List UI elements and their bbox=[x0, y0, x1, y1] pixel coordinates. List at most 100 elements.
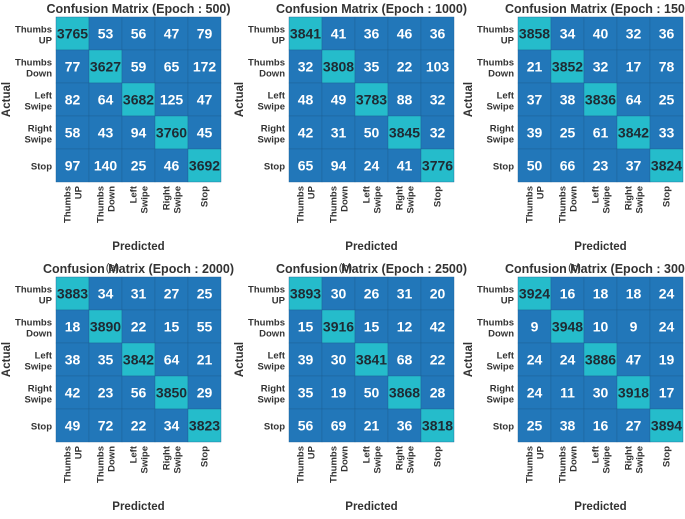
x-tick-label: RightSwipe bbox=[395, 445, 417, 473]
cell-value-label: 58 bbox=[65, 125, 81, 141]
cell-value-label: 50 bbox=[527, 158, 543, 174]
matrix-cell bbox=[616, 408, 651, 443]
cell-value-label: 3886 bbox=[585, 352, 616, 368]
cell-value-label: 3808 bbox=[323, 59, 354, 75]
matrix-cell-diagonal bbox=[321, 49, 356, 84]
cell-value-label: 55 bbox=[197, 319, 213, 335]
cell-value-label: 125 bbox=[160, 92, 184, 108]
cell-value-label: 3765 bbox=[57, 26, 88, 42]
cell-value-label: 64 bbox=[164, 352, 180, 368]
matrix-cell bbox=[420, 115, 455, 150]
matrix-cell-diagonal bbox=[649, 148, 684, 183]
cell-value-label: 17 bbox=[626, 59, 642, 75]
cell-value-label: 61 bbox=[593, 125, 609, 141]
cell-value-label: 78 bbox=[659, 59, 675, 75]
cell-value-label: 42 bbox=[298, 125, 314, 141]
matrix-cell bbox=[420, 309, 455, 344]
cell-value-label: 10 bbox=[593, 319, 609, 335]
cell-value-label: 19 bbox=[331, 385, 347, 401]
cell-value-label: 3842 bbox=[618, 125, 649, 141]
matrix-cell bbox=[616, 148, 651, 183]
cell-value-label: 38 bbox=[65, 352, 81, 368]
x-tick-label: ThumbsUP bbox=[525, 445, 547, 483]
cell-value-label: 50 bbox=[364, 385, 380, 401]
cell-value-label: 24 bbox=[659, 286, 675, 302]
matrix-cell-diagonal bbox=[420, 408, 455, 443]
y-tick-label: Thumbs Down bbox=[248, 58, 285, 80]
matrix-cell bbox=[121, 148, 156, 183]
matrix-cell bbox=[517, 375, 552, 410]
matrix-cell bbox=[88, 375, 123, 410]
cell-value-label: 56 bbox=[131, 26, 147, 42]
y-tick-label: Thumbs Down bbox=[248, 318, 285, 340]
matrix-cell bbox=[354, 16, 389, 51]
y-tick-label: Thumbs UP bbox=[15, 285, 53, 307]
y-tick-label: Stop bbox=[493, 162, 514, 173]
cell-value-label: 41 bbox=[397, 158, 413, 174]
confusion-matrix-panel: Confusion Matrix (Epoch : 2000) 3883 34 31 2… bbox=[1, 262, 234, 513]
matrix-cell bbox=[187, 16, 222, 51]
matrix-cell-diagonal bbox=[387, 115, 422, 150]
cell-value-label: 94 bbox=[131, 125, 147, 141]
matrix-cell bbox=[649, 342, 684, 377]
y-tick-label: Right Swipe bbox=[258, 124, 286, 146]
y-tick-label: Left Swipe bbox=[258, 351, 286, 373]
cell-value-label: 65 bbox=[164, 59, 180, 75]
cell-value-label: 32 bbox=[298, 59, 314, 75]
cell-value-label: 64 bbox=[98, 92, 114, 108]
matrix-cell bbox=[154, 276, 189, 311]
y-tick-label: Thumbs UP bbox=[477, 25, 515, 47]
cell-value-label: 3845 bbox=[389, 125, 420, 141]
cell-value-label: 39 bbox=[298, 352, 314, 368]
x-tick-label: ThumbsDown bbox=[96, 186, 118, 223]
cell-value-label: 3883 bbox=[57, 286, 88, 302]
x-tick-label: LeftSwipe bbox=[591, 445, 613, 473]
cell-value-label: 48 bbox=[298, 92, 314, 108]
confusion-matrix-panel: Confusion Matrix (Epoch : 3000) 3924 16 18 1… bbox=[463, 262, 685, 513]
matrix-cell bbox=[583, 115, 618, 150]
cell-value-label: 46 bbox=[397, 26, 413, 42]
matrix-cell bbox=[288, 375, 323, 410]
cell-value-label: 56 bbox=[131, 385, 147, 401]
cell-value-label: 9 bbox=[630, 319, 638, 335]
matrix-cell bbox=[321, 276, 356, 311]
cell-value-label: 15 bbox=[364, 319, 380, 335]
cell-value-label: 11 bbox=[560, 385, 575, 401]
cell-value-label: 32 bbox=[593, 59, 609, 75]
matrix-cell bbox=[321, 115, 356, 150]
y-tick-label: Right Swipe bbox=[25, 124, 53, 146]
cell-value-label: 66 bbox=[560, 158, 576, 174]
cell-value-label: 37 bbox=[626, 158, 642, 174]
matrix-cell-diagonal bbox=[583, 82, 618, 117]
cell-value-label: 3841 bbox=[290, 26, 321, 42]
panel-caption: (c) bbox=[568, 262, 581, 274]
cell-value-label: 25 bbox=[659, 92, 675, 108]
cell-value-label: 36 bbox=[659, 26, 675, 42]
x-tick-label: ThumbsUP bbox=[296, 185, 318, 223]
matrix-cell bbox=[550, 375, 585, 410]
matrix-cell bbox=[55, 342, 90, 377]
y-tick-label: Left Swipe bbox=[258, 91, 286, 113]
cell-value-label: 3627 bbox=[90, 59, 121, 75]
matrix-cell-diagonal bbox=[321, 309, 356, 344]
cell-value-label: 35 bbox=[98, 352, 114, 368]
x-tick-label: LeftSwipe bbox=[129, 185, 151, 213]
matrix-cell-diagonal bbox=[187, 148, 222, 183]
x-tick-label: Stop bbox=[200, 186, 211, 207]
matrix-cell bbox=[288, 82, 323, 117]
matrix-cell bbox=[387, 16, 422, 51]
cell-value-label: 34 bbox=[98, 286, 114, 302]
x-tick-label: ThumbsDown bbox=[558, 446, 580, 483]
y-tick-label: Stop bbox=[31, 162, 52, 173]
cell-value-label: 3760 bbox=[156, 125, 187, 141]
cell-value-label: 3893 bbox=[290, 286, 321, 302]
cell-value-label: 35 bbox=[364, 59, 380, 75]
x-axis-label: Predicted bbox=[112, 241, 164, 253]
matrix-cell bbox=[88, 82, 123, 117]
matrix-cell bbox=[154, 82, 189, 117]
matrix-cell bbox=[649, 82, 684, 117]
cell-value-label: 30 bbox=[593, 385, 609, 401]
cell-value-label: 103 bbox=[426, 59, 450, 75]
matrix-cell bbox=[420, 82, 455, 117]
matrix-cell bbox=[550, 115, 585, 150]
